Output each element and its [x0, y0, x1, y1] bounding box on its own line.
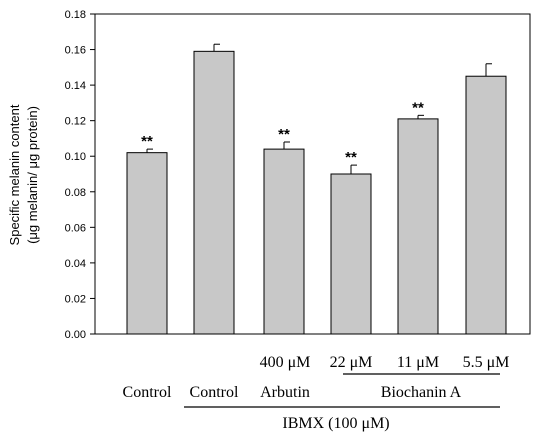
- bar: [330, 173, 372, 335]
- y-tick-label: 0.04: [65, 258, 86, 270]
- bar: [193, 50, 235, 335]
- bar: [126, 152, 168, 335]
- y-tick-label: 0.12: [65, 116, 86, 128]
- significance-marker: **: [345, 149, 357, 166]
- significance-marker: **: [278, 126, 290, 143]
- bar: [397, 118, 439, 335]
- significance-marker: **: [141, 133, 153, 150]
- concentration-label-biochanin-11: 11 μM: [397, 354, 439, 371]
- y-tick-label: 0.14: [65, 80, 86, 92]
- concentration-label-biochanin-5-5: 5.5 μM: [463, 354, 510, 371]
- y-tick-label: 0.10: [65, 151, 86, 163]
- label-arbutin: Arbutin: [260, 384, 310, 401]
- y-axis-label-line-1: Specific melanin content: [7, 104, 22, 245]
- bar: [263, 148, 305, 335]
- y-tick-label: 0.02: [65, 293, 86, 305]
- bar-series: ** ** ** **: [126, 43, 507, 335]
- bar: [465, 75, 507, 335]
- y-tick-label: 0.16: [65, 45, 86, 57]
- y-tick-label: 0.08: [65, 187, 86, 199]
- significance-marker: **: [412, 99, 424, 116]
- label-ibmx: IBMX (100 μM): [282, 415, 389, 432]
- y-tick-label: 0.06: [65, 222, 86, 234]
- concentration-label-biochanin-22: 22 μM: [330, 354, 373, 371]
- plot-area: [94, 13, 531, 335]
- y-tick-label: 0.00: [65, 329, 86, 341]
- concentration-label-arbutin: 400 μM: [260, 354, 311, 371]
- plot-frame: [94, 13, 531, 335]
- y-axis: 0.00 0.02 0.04 0.06 0.08 0.10 0.12 0.14 0.16 0.18: [65, 9, 95, 341]
- label-control-untreated: Control: [123, 384, 172, 401]
- y-axis-label-line-2: (μg melanin/ μg protein): [25, 106, 40, 244]
- label-biochanin-a: Biochanin A: [381, 384, 462, 401]
- label-control-ibmx: Control: [190, 384, 239, 401]
- y-tick-label: 0.18: [65, 9, 86, 21]
